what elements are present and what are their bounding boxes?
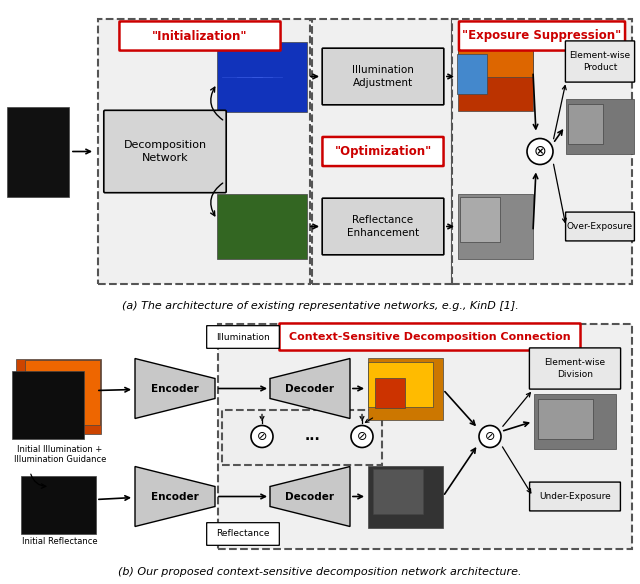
Circle shape [251, 426, 273, 447]
Text: Context-Sensitive Decomposition Connection: Context-Sensitive Decomposition Connecti… [289, 332, 571, 342]
FancyBboxPatch shape [120, 22, 280, 51]
FancyBboxPatch shape [207, 523, 279, 545]
Bar [460, 197, 500, 242]
Bar [218, 324, 632, 549]
FancyBboxPatch shape [529, 482, 620, 511]
Bar [222, 409, 382, 464]
Bar [458, 43, 532, 110]
Bar [98, 19, 310, 284]
Bar [375, 377, 405, 408]
Text: Reflectance
Enhancement: Reflectance Enhancement [347, 215, 419, 238]
Bar [217, 194, 307, 259]
Circle shape [527, 138, 553, 165]
Bar [458, 47, 532, 77]
Bar [367, 357, 442, 419]
Polygon shape [135, 359, 215, 419]
Bar [458, 194, 532, 259]
Text: Illumination: Illumination [216, 332, 270, 342]
FancyBboxPatch shape [565, 41, 635, 82]
FancyBboxPatch shape [529, 348, 621, 389]
Text: ...: ... [304, 429, 320, 443]
Circle shape [351, 426, 373, 447]
Polygon shape [270, 467, 350, 527]
Text: ⊗: ⊗ [534, 144, 547, 159]
Bar [568, 103, 602, 144]
Text: (a) The architecture of existing representative networks, e.g., KinD [1].: (a) The architecture of existing represe… [122, 301, 518, 311]
Text: Under-Exposure: Under-Exposure [539, 492, 611, 501]
Text: Illumination
Adjustment: Illumination Adjustment [352, 65, 414, 88]
Text: Initial Reflectance: Initial Reflectance [22, 537, 98, 545]
Bar [452, 19, 632, 284]
Text: Decomposition
Network: Decomposition Network [124, 140, 207, 163]
Text: Decoder: Decoder [285, 492, 335, 502]
Circle shape [479, 426, 501, 447]
Text: "Optimization": "Optimization" [334, 145, 431, 158]
Bar [7, 106, 69, 196]
Bar [12, 370, 84, 439]
Bar [457, 54, 487, 93]
FancyBboxPatch shape [459, 22, 625, 51]
Text: Element-wise
Division: Element-wise Division [545, 359, 605, 378]
Bar [367, 465, 442, 527]
Text: Encoder: Encoder [151, 384, 199, 394]
Text: "Initialization": "Initialization" [152, 30, 248, 43]
Bar [566, 99, 634, 154]
Bar [217, 41, 307, 112]
FancyBboxPatch shape [104, 110, 226, 193]
FancyBboxPatch shape [207, 326, 279, 348]
FancyBboxPatch shape [323, 137, 444, 166]
Bar [373, 469, 423, 514]
FancyBboxPatch shape [566, 212, 634, 241]
FancyBboxPatch shape [322, 198, 444, 255]
Text: ⊘: ⊘ [356, 430, 367, 443]
Bar [312, 19, 452, 284]
Bar [20, 475, 95, 534]
Text: ⊘: ⊘ [257, 430, 268, 443]
Text: "Exposure Suppression": "Exposure Suppression" [462, 30, 621, 43]
FancyBboxPatch shape [280, 324, 580, 350]
Bar [24, 360, 99, 425]
Text: Initial Illumination +
Illumination Guidance: Initial Illumination + Illumination Guid… [14, 444, 106, 464]
Text: Decoder: Decoder [285, 384, 335, 394]
Text: ⊘: ⊘ [484, 430, 495, 443]
Bar [25, 376, 75, 426]
Polygon shape [135, 467, 215, 527]
Bar [15, 359, 100, 434]
Text: Encoder: Encoder [151, 492, 199, 502]
Bar [534, 394, 616, 449]
Text: (b) Our proposed context-sensitive decomposition network architecture.: (b) Our proposed context-sensitive decom… [118, 567, 522, 577]
Polygon shape [270, 359, 350, 419]
Text: Reflectance: Reflectance [216, 530, 269, 538]
Bar [367, 362, 433, 407]
Bar [538, 398, 593, 439]
Text: Element-wise
Product: Element-wise Product [570, 51, 630, 72]
Text: Over-Exposure: Over-Exposure [567, 222, 633, 231]
FancyBboxPatch shape [322, 48, 444, 105]
